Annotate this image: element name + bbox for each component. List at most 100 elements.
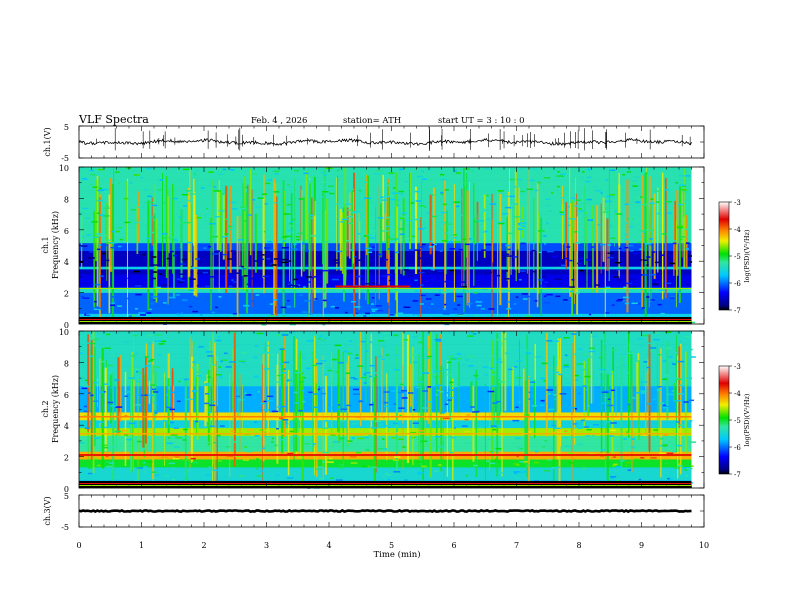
ch2-spectrogram-noise (369, 403, 374, 406)
ch2-spectrogram-noise (585, 435, 591, 437)
ch2-spectrogram-noise (329, 457, 333, 460)
ch2-spectrogram-noise (236, 343, 241, 346)
ch1-spectrogram-noise (103, 207, 110, 209)
ch2-spectrogram-noise (155, 478, 158, 480)
ch2-spectrogram-sferic (214, 372, 216, 483)
ch2-spectrogram-sferic (630, 351, 633, 412)
ch2-spectrogram-band (79, 338, 692, 342)
ch1-spectrogram-noise (109, 242, 117, 244)
ch1-spectrogram-noise (383, 258, 389, 261)
ch1-spectrogram-noise (404, 181, 408, 183)
ch2-spectrogram-noise (93, 381, 99, 384)
ch2-spectrogram-noise (488, 355, 493, 357)
ch2-spectrogram-sferic (233, 331, 236, 467)
ch2-spectrogram-sferic (522, 368, 525, 413)
ch2-spectrogram-band (79, 469, 692, 473)
ch2-spectrogram-noise (324, 420, 331, 422)
ch2-spectrogram-noise (521, 461, 528, 463)
ch1-spectrogram-sferic (602, 197, 605, 262)
ch1-spectrogram-band (79, 177, 692, 181)
ch1-spectrogram-noise (520, 190, 526, 193)
ch2-spectrogram-noise (257, 391, 260, 393)
ch1-spectrogram-noise (189, 250, 193, 253)
ch1-spectrogram-noise (290, 218, 296, 221)
ch2-spectrogram-noise (494, 424, 499, 427)
ch2-spectrogram-noise (515, 406, 519, 409)
ch2-spectrogram-noise (168, 437, 171, 439)
ch1-spectrogram-band (79, 245, 692, 249)
ch1-spectrogram-noise (131, 314, 135, 317)
ch1-spectrogram-noise (397, 199, 401, 201)
ch2-spectrogram-noise (124, 434, 129, 436)
ch2-spectrogram-noise (173, 446, 180, 448)
ch2-spectrogram-noise (686, 377, 693, 379)
ch1-spectrogram-noise (590, 246, 595, 248)
ch1-spectrogram-noise (400, 193, 404, 196)
ch2-spectrogram-noise (81, 387, 88, 390)
ch1-spectrogram-noise (387, 248, 391, 250)
ch2-spectrogram-noise (530, 381, 536, 383)
ch2-spectrogram-noise (356, 451, 362, 454)
ch1-spectrogram-noise (502, 195, 510, 198)
ch2-spectrogram-noise (170, 421, 174, 424)
ch2-spectrogram-noise (461, 425, 468, 427)
ch1-spectrogram-noise (322, 299, 327, 302)
ch1-spectrogram-noise (140, 176, 144, 179)
ch1-spectrogram-noise (639, 248, 642, 251)
ch2-spectrogram-noise (114, 379, 119, 381)
ch1-spectrogram-sferic (300, 185, 302, 241)
ch2-spectrogram-noise (263, 409, 270, 411)
ch2-spectrogram-band (79, 472, 692, 476)
ch2-spectrogram-noise (357, 437, 364, 440)
ch1-spectrogram-noise (654, 190, 660, 192)
ch1-spectrogram-sferic (571, 200, 574, 317)
ch2-spectrogram-noise (88, 355, 94, 358)
ch1-spectrogram-noise (650, 198, 654, 200)
ch1-spectrogram-noise (690, 321, 696, 324)
ch2-spectrogram-noise (338, 466, 344, 469)
ch1-spectrogram-sferic (336, 177, 338, 271)
ch1-spectrogram-sferic (409, 172, 412, 250)
ch2-spectrogram-noise (297, 456, 303, 459)
ch1-spectrogram-noise (369, 230, 377, 232)
ch1-spectrogram-noise (575, 242, 581, 244)
ch2-spectrogram-noise (383, 425, 387, 427)
ch2-spectrogram-noise (134, 372, 139, 374)
ch2-spectrogram-noise (304, 442, 311, 445)
ch2-spectrogram-noise (399, 383, 404, 386)
ch1-spectrogram-noise (100, 188, 108, 191)
ch1-colorbar-label: log(PSD)(V²/Hz) (743, 229, 751, 282)
ch2-spectrogram-noise (124, 395, 128, 398)
ch2-spectrogram-noise (499, 343, 505, 345)
ch2-spectrogram-noise (143, 471, 147, 473)
ch2-spectrogram-noise (571, 333, 577, 335)
ch1-spectrogram-sferic (187, 187, 190, 278)
ch2-spectrogram-band (79, 365, 692, 368)
ch1-spectrogram-sferic (518, 187, 520, 274)
ch2-spectrogram-sferic (229, 373, 231, 477)
ch2-spectrogram-noise (151, 479, 155, 481)
ch2-spectrogram-noise (385, 449, 392, 452)
ch1-spectrogram-noise (517, 228, 524, 231)
ch1-spectrogram-noise (215, 306, 218, 309)
ch1-spectrogram-noise (287, 283, 294, 286)
ch2-spectrogram-noise (398, 407, 405, 409)
ch1-spectrogram-noise (386, 225, 390, 228)
ch1-spectrogram-noise (657, 212, 661, 215)
ch2-cb-tick-m6: -6 (734, 444, 741, 452)
ch1-colorbar: -3 -4 -5 -6 -7 log(PSD)(V²/Hz) (718, 199, 751, 315)
ch2-spectrogram-noise (602, 390, 610, 392)
ch1-spectrogram-noise (409, 266, 414, 269)
ch2-spectrogram-band (79, 443, 692, 447)
ch1-spectrogram-sferic (429, 194, 432, 255)
ch2-spectrogram-noise (516, 360, 522, 362)
ch2-spectrogram-noise (574, 479, 577, 482)
ch1-spectrogram-noise (162, 237, 167, 239)
ch1-spectrogram-sferic (293, 179, 296, 308)
ch1-spectrogram-sferic (653, 193, 656, 279)
ch2-spectrogram-noise (280, 371, 286, 374)
ch1-spectrogram-noise (520, 242, 526, 245)
ch2-spectrogram-noise (285, 421, 288, 424)
ch1-spectrogram-noise (90, 173, 96, 176)
ch1-spectrogram-noise (314, 276, 317, 278)
